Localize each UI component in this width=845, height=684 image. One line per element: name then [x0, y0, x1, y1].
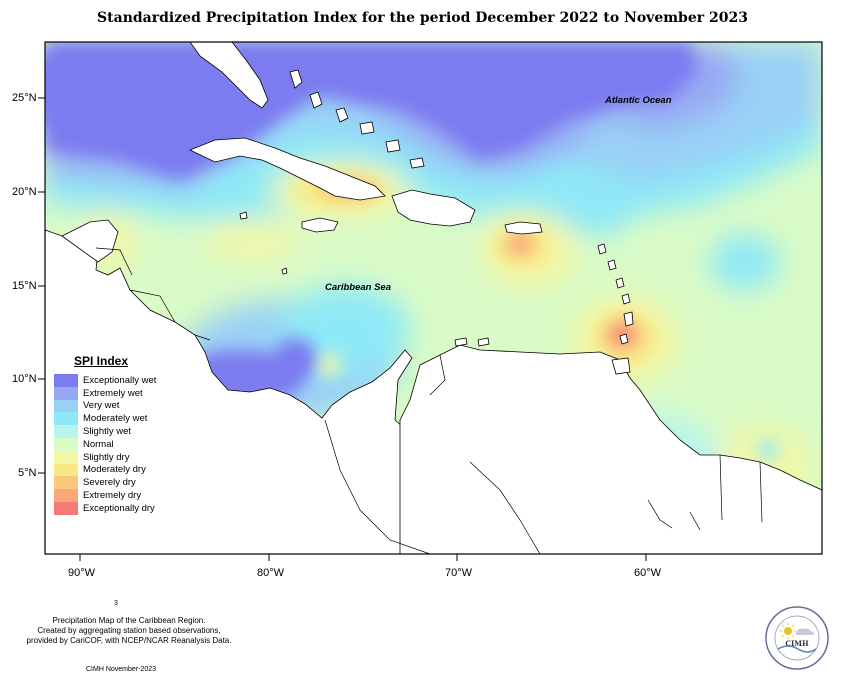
lat-label-20n: 20°N — [12, 186, 37, 198]
spi-legend: SPI Index Exceptionally wet Extremely wet… — [54, 354, 204, 515]
footnote-line-2: Created by aggregating station based obs… — [37, 626, 221, 635]
legend-label: Exceptionally dry — [83, 502, 155, 514]
legend-swatch — [54, 463, 78, 477]
legend-item: Extremely dry — [54, 489, 204, 502]
legend-label: Extremely wet — [83, 387, 143, 399]
legend-label: Normal — [83, 438, 114, 450]
borders — [95, 247, 763, 554]
atlantic-ocean-label: Atlantic Ocean — [604, 95, 672, 106]
map-frame — [44, 41, 823, 555]
legend-swatch — [54, 501, 78, 515]
legend-label: Severely dry — [83, 477, 136, 489]
lon-label-60w: 60°W — [634, 567, 662, 579]
legend-swatch — [54, 412, 78, 426]
legend-item: Slightly wet — [54, 425, 204, 438]
legend-title: SPI Index — [74, 354, 129, 368]
legend-item: Moderately wet — [54, 412, 204, 426]
legend-item: Slightly dry — [54, 450, 204, 464]
lat-label-15n: 15°N — [12, 280, 37, 292]
legend-swatch — [54, 450, 78, 464]
legend-label: Slightly wet — [83, 426, 132, 438]
legend-label: Exceptionally wet — [83, 374, 157, 386]
cloud-icon — [796, 628, 814, 635]
lon-label-80w: 80°W — [257, 567, 285, 579]
legend-label: Very wet — [83, 400, 120, 412]
legend-item: Severely dry — [54, 476, 204, 490]
legend-swatch — [54, 476, 78, 490]
legend-item: Normal — [54, 437, 204, 451]
legend-label: Moderately dry — [83, 464, 146, 476]
legend-swatch — [54, 425, 78, 438]
land-masses — [45, 42, 822, 554]
logo-text: CIMH — [785, 639, 809, 648]
legend-swatch — [54, 437, 78, 451]
caribbean-sea-label: Caribbean Sea — [325, 282, 391, 293]
credit-line: CIMH November-2023 — [86, 666, 157, 673]
legend-label: Extremely dry — [83, 490, 142, 502]
lon-label-90w: 90°W — [68, 567, 96, 579]
legend-item: Extremely wet — [54, 386, 204, 400]
lon-label-70w: 70°W — [445, 567, 473, 579]
legend-swatch — [54, 386, 78, 400]
legend-label: Moderately wet — [83, 413, 148, 425]
legend-item: Very wet — [54, 399, 204, 413]
lat-label-10n: 10°N — [12, 373, 37, 385]
footnote-line-1: Precipitation Map of the Caribbean Regio… — [52, 616, 206, 625]
lat-label-25n: 25°N — [12, 92, 37, 104]
map-title: Standardized Precipitation Index for the… — [97, 10, 748, 26]
footnote-mark: 3 — [114, 600, 118, 607]
precipitation-field — [45, 42, 822, 554]
sun-icon — [780, 623, 796, 639]
footnote: Precipitation Map of the Caribbean Regio… — [14, 616, 244, 646]
legend-swatch — [54, 374, 78, 387]
footnote-line-3: provided by CariCOF, with NCEP/NCAR Rean… — [26, 636, 232, 645]
legend-swatch — [54, 489, 78, 502]
legend-item: Exceptionally wet — [54, 374, 204, 387]
axis-ticks — [38, 97, 647, 561]
legend-item: Moderately dry — [54, 463, 204, 477]
legend-label: Slightly dry — [83, 451, 130, 463]
legend-rows: Exceptionally wet Extremely wet Very wet Mo… — [54, 374, 204, 515]
cimh-logo: CIMH — [765, 606, 829, 670]
lat-label-5n: 5°N — [18, 467, 37, 479]
legend-item: Exceptionally dry — [54, 501, 204, 515]
legend-swatch — [54, 399, 78, 413]
